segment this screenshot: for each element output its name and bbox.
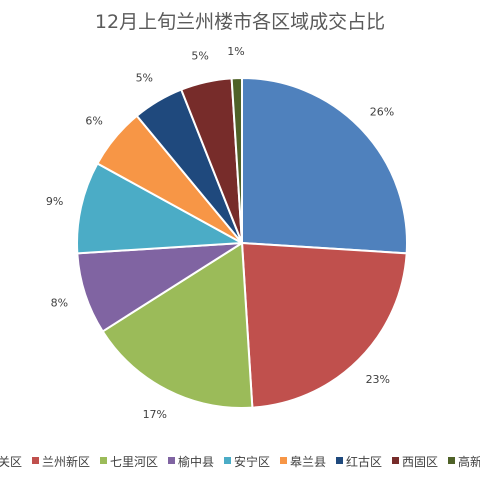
- legend-swatch-8: [392, 457, 399, 464]
- legend-label-7: 红古区: [346, 454, 382, 469]
- slice-label-6: 6%: [85, 115, 102, 128]
- legend-swatch-2: [32, 457, 39, 464]
- pie-slice-2: [240, 241, 408, 409]
- legend-label-4: 榆中县: [178, 454, 214, 469]
- legend-swatch-5: [224, 457, 231, 464]
- legend-swatch-6: [280, 457, 287, 464]
- legend-swatch-9: [448, 457, 455, 464]
- legend-label-8: 西固区: [402, 455, 438, 469]
- slice-label-3: 17%: [143, 408, 167, 421]
- legend-label-9: 高新区: [458, 454, 480, 469]
- legend: 城关区 兰州新区 七里河区 榆中县 安宁区 皋兰县 红古区 西固区 高新区: [0, 454, 480, 469]
- chart-title: 12月上旬兰州楼市各区域成交占比: [95, 11, 385, 33]
- legend-label-3: 七里河区: [110, 455, 158, 469]
- legend-swatch-7: [336, 457, 343, 464]
- pie-slice-9: [230, 76, 243, 244]
- slice-label-9: 1%: [227, 45, 244, 58]
- legend-label-6: 皋兰县: [290, 454, 326, 469]
- legend-label-1: 城关区: [0, 455, 22, 469]
- slice-label-5: 9%: [46, 195, 63, 208]
- pie-slice-5: [76, 162, 246, 255]
- slice-label-4: 8%: [51, 296, 68, 309]
- slice-label-1: 26%: [370, 106, 394, 119]
- pie-slice-1: [241, 76, 408, 255]
- data-labels: 26% 23% 17% 8% 9% 6% 5% 5% 1%: [46, 45, 394, 421]
- legend-swatch-3: [100, 457, 107, 464]
- slice-label-8: 5%: [191, 50, 208, 63]
- legend-label-5: 安宁区: [234, 454, 270, 469]
- pie-slice-3: [101, 241, 254, 409]
- slice-label-7: 5%: [136, 72, 153, 85]
- slice-label-2: 23%: [366, 373, 390, 386]
- legend-label-2: 兰州新区: [42, 454, 90, 469]
- legend-swatch-4: [168, 457, 175, 464]
- pie-slices: [76, 76, 408, 409]
